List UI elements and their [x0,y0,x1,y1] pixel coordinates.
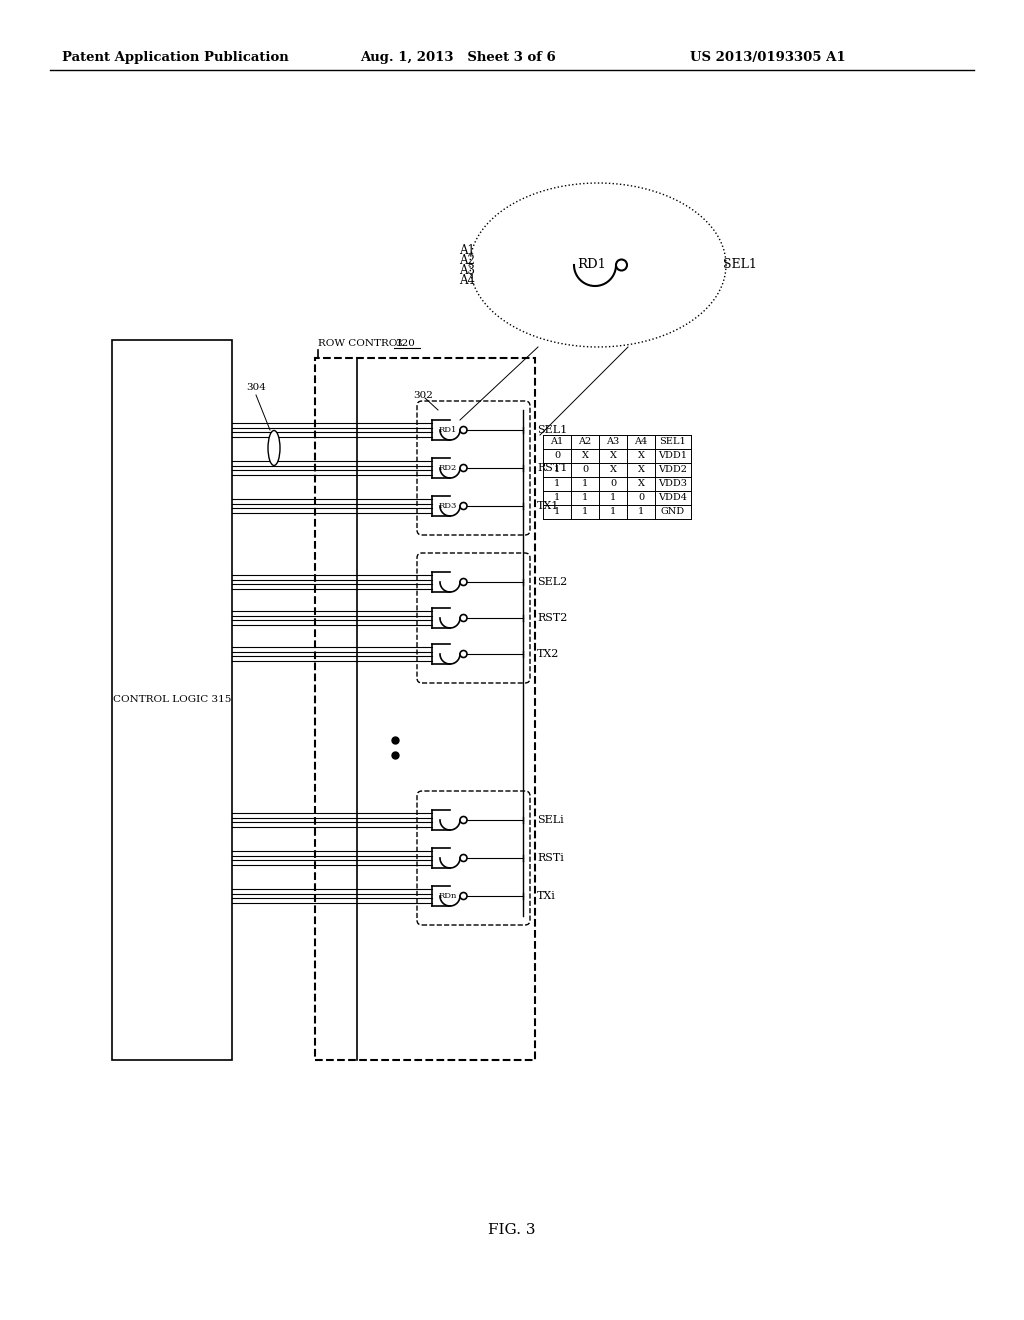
Text: 0: 0 [554,451,560,461]
Text: RD3: RD3 [439,502,457,510]
Text: 0: 0 [582,466,588,474]
Text: TX2: TX2 [537,649,559,659]
Text: Patent Application Publication: Patent Application Publication [62,50,289,63]
Text: RST1: RST1 [537,463,567,473]
Text: SEL2: SEL2 [537,577,567,587]
Text: X: X [609,451,616,461]
FancyBboxPatch shape [112,341,232,1060]
Text: 0: 0 [610,479,616,488]
Circle shape [460,854,467,862]
Text: RD2: RD2 [439,465,457,473]
Text: 1: 1 [554,479,560,488]
Text: 1: 1 [554,494,560,503]
Text: SEL1: SEL1 [659,437,686,446]
Text: VDD3: VDD3 [658,479,687,488]
Text: CONTROL LOGIC 315: CONTROL LOGIC 315 [113,696,231,705]
Text: SEL1: SEL1 [723,259,757,272]
Text: A1: A1 [550,437,563,446]
Text: SEL1: SEL1 [537,425,567,436]
Text: 1: 1 [582,479,588,488]
Circle shape [460,892,467,899]
Text: RD1: RD1 [578,259,606,272]
Text: A3: A3 [459,264,475,276]
Text: 0: 0 [638,494,644,503]
Text: VDD2: VDD2 [658,466,687,474]
Text: 1: 1 [638,507,644,516]
Text: 1: 1 [610,507,616,516]
Text: US 2013/0193305 A1: US 2013/0193305 A1 [690,50,846,63]
Text: 302: 302 [413,391,433,400]
Text: 1: 1 [610,494,616,503]
Circle shape [460,817,467,824]
Text: ROW CONTROL: ROW CONTROL [318,339,408,348]
Text: RST2: RST2 [537,612,567,623]
Polygon shape [470,183,726,347]
Text: 1: 1 [582,494,588,503]
Text: 320: 320 [395,339,415,348]
Text: RSTi: RSTi [537,853,564,863]
Text: X: X [609,466,616,474]
Text: X: X [638,466,644,474]
Circle shape [460,426,467,433]
Circle shape [460,465,467,471]
Text: GND: GND [660,507,685,516]
Circle shape [460,651,467,657]
Text: A2: A2 [459,253,475,267]
Text: X: X [582,451,589,461]
Text: FIG. 3: FIG. 3 [488,1224,536,1237]
Circle shape [616,260,627,271]
Text: A4: A4 [459,273,475,286]
Text: X: X [638,479,644,488]
Text: A1: A1 [459,243,475,256]
Text: TXi: TXi [537,891,556,902]
Text: TX1: TX1 [537,502,559,511]
Circle shape [460,578,467,586]
Circle shape [460,503,467,510]
Text: X: X [638,451,644,461]
Text: A4: A4 [635,437,647,446]
Circle shape [460,615,467,622]
Text: RD1: RD1 [439,426,457,434]
Text: Aug. 1, 2013   Sheet 3 of 6: Aug. 1, 2013 Sheet 3 of 6 [360,50,556,63]
Text: 1: 1 [554,466,560,474]
Text: VDD1: VDD1 [658,451,687,461]
Text: 304: 304 [246,384,266,392]
Text: VDD4: VDD4 [658,494,687,503]
Text: SELi: SELi [537,814,564,825]
Text: A2: A2 [579,437,592,446]
Text: 1: 1 [582,507,588,516]
Text: RDn: RDn [439,892,457,900]
Ellipse shape [268,430,280,466]
Text: A3: A3 [606,437,620,446]
Text: 1: 1 [554,507,560,516]
